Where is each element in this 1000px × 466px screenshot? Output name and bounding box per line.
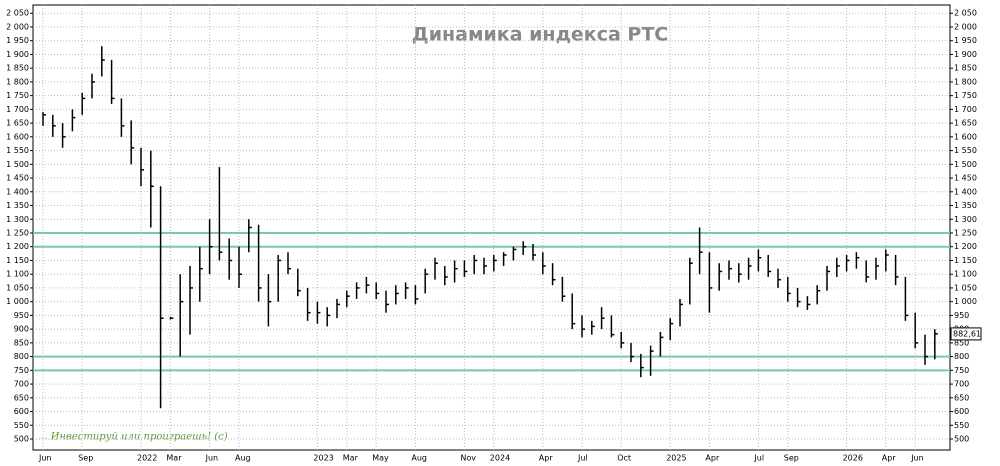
y-tick-label: 550 <box>954 421 969 430</box>
y-tick-label: 1 200 <box>954 242 977 251</box>
x-tick-label: Apr <box>882 454 897 463</box>
y-tick-label: 600 <box>954 407 969 416</box>
y-tick-label: 750 <box>954 366 969 375</box>
y-tick-label: 1 200 <box>6 242 29 251</box>
x-tick-label: Mar <box>166 454 182 463</box>
last-price-box <box>950 327 982 341</box>
y-tick-label: 1 250 <box>6 228 29 237</box>
y-tick-label: 1 000 <box>6 297 29 306</box>
y-tick-label: 1 700 <box>6 105 29 114</box>
y-tick-label: 1 900 <box>6 50 29 59</box>
y-tick-label: 950 <box>14 311 29 320</box>
annotation: ... Инвестируй или проиграешь! (c) <box>38 432 228 443</box>
y-tick-label: 1 400 <box>954 187 977 196</box>
y-tick-label: 1 600 <box>6 132 29 141</box>
x-tick-label: Jul <box>577 454 588 463</box>
y-tick-label: 1 850 <box>6 64 29 73</box>
y-tick-label: 2 000 <box>954 22 977 31</box>
y-tick-label: 650 <box>954 393 969 402</box>
x-tick-label: 2023 <box>313 454 333 463</box>
x-tick-label: 2026 <box>843 454 863 463</box>
y-tick-label: 1 300 <box>6 215 29 224</box>
y-tick-label: 600 <box>14 407 29 416</box>
y-tick-label: 900 <box>14 325 29 334</box>
y-tick-label: 1 650 <box>6 119 29 128</box>
y-tick-label: 1 050 <box>6 283 29 292</box>
x-tick-label: Sep <box>78 454 93 463</box>
y-tick-label: 1 500 <box>954 160 977 169</box>
x-tick-label: Jul <box>753 454 764 463</box>
y-tick-label: 1 800 <box>6 77 29 86</box>
y-tick-label: 1 350 <box>6 201 29 210</box>
y-tick-label: 1 950 <box>954 36 977 45</box>
y-tick-label: 1 050 <box>954 283 977 292</box>
y-tick-label: 550 <box>14 421 29 430</box>
y-tick-label: 1 550 <box>6 146 29 155</box>
y-tick-label: 1 450 <box>954 174 977 183</box>
y-tick-label: 1 600 <box>954 132 977 141</box>
y-tick-label: 750 <box>14 366 29 375</box>
x-tick-label: May <box>372 454 389 463</box>
y-tick-label: 950 <box>954 311 969 320</box>
y-tick-label: 1 500 <box>6 160 29 169</box>
y-tick-label: 1 300 <box>954 215 977 224</box>
y-tick-label: 1 100 <box>6 270 29 279</box>
x-tick-label: Sep <box>784 454 799 463</box>
y-tick-label: 1 850 <box>954 64 977 73</box>
x-tick-label: Oct <box>617 454 631 463</box>
y-tick-label: 1 750 <box>954 91 977 100</box>
y-tick-label: 1 650 <box>954 119 977 128</box>
x-tick-label: 2025 <box>666 454 686 463</box>
y-tick-label: 1 750 <box>6 91 29 100</box>
y-tick-label: 1 450 <box>6 174 29 183</box>
plot-frame <box>32 4 951 451</box>
y-tick-label: 850 <box>14 338 29 347</box>
y-tick-label: 2 050 <box>6 9 29 18</box>
y-tick-label: 2 050 <box>954 9 977 18</box>
y-tick-label: 1 100 <box>954 270 977 279</box>
x-tick-label: Jun <box>205 454 219 463</box>
y-tick-label: 1 150 <box>6 256 29 265</box>
y-tick-label: 1 900 <box>954 50 977 59</box>
y-tick-label: 700 <box>14 380 29 389</box>
y-tick-label: 1 350 <box>954 201 977 210</box>
last-price-label: 882,61 <box>953 329 981 338</box>
y-tick-label: 1 800 <box>954 77 977 86</box>
x-tick-label: 2024 <box>490 454 510 463</box>
x-tick-label: Apr <box>539 454 554 463</box>
y-tick-label: 800 <box>954 352 969 361</box>
y-tick-label: 1 550 <box>954 146 977 155</box>
x-tick-label: Jun <box>38 454 52 463</box>
chart-title: Динамика индекса РТС <box>412 24 668 46</box>
y-tick-label: 1 400 <box>6 187 29 196</box>
y-tick-label: 1 700 <box>954 105 977 114</box>
x-tick-label: Nov <box>460 454 476 463</box>
y-tick-label: 500 <box>14 435 29 444</box>
y-tick-label: 1 950 <box>6 36 29 45</box>
y-tick-label: 700 <box>954 380 969 389</box>
x-tick-label: Aug <box>235 454 251 463</box>
y-tick-label: 850 <box>954 338 969 347</box>
x-tick-label: Aug <box>411 454 427 463</box>
x-tick-label: Jun <box>910 454 924 463</box>
y-tick-label: 1 150 <box>954 256 977 265</box>
y-tick-label: 2 000 <box>6 22 29 31</box>
x-tick-label: Mar <box>343 454 359 463</box>
y-tick-label: 1 250 <box>954 228 977 237</box>
y-tick-label: 800 <box>14 352 29 361</box>
x-tick-label: 2022 <box>137 454 157 463</box>
x-tick-label: Apr <box>705 454 720 463</box>
y-tick-label: 650 <box>14 393 29 402</box>
y-tick-label: 1 000 <box>954 297 977 306</box>
y-tick-label: 500 <box>954 435 969 444</box>
